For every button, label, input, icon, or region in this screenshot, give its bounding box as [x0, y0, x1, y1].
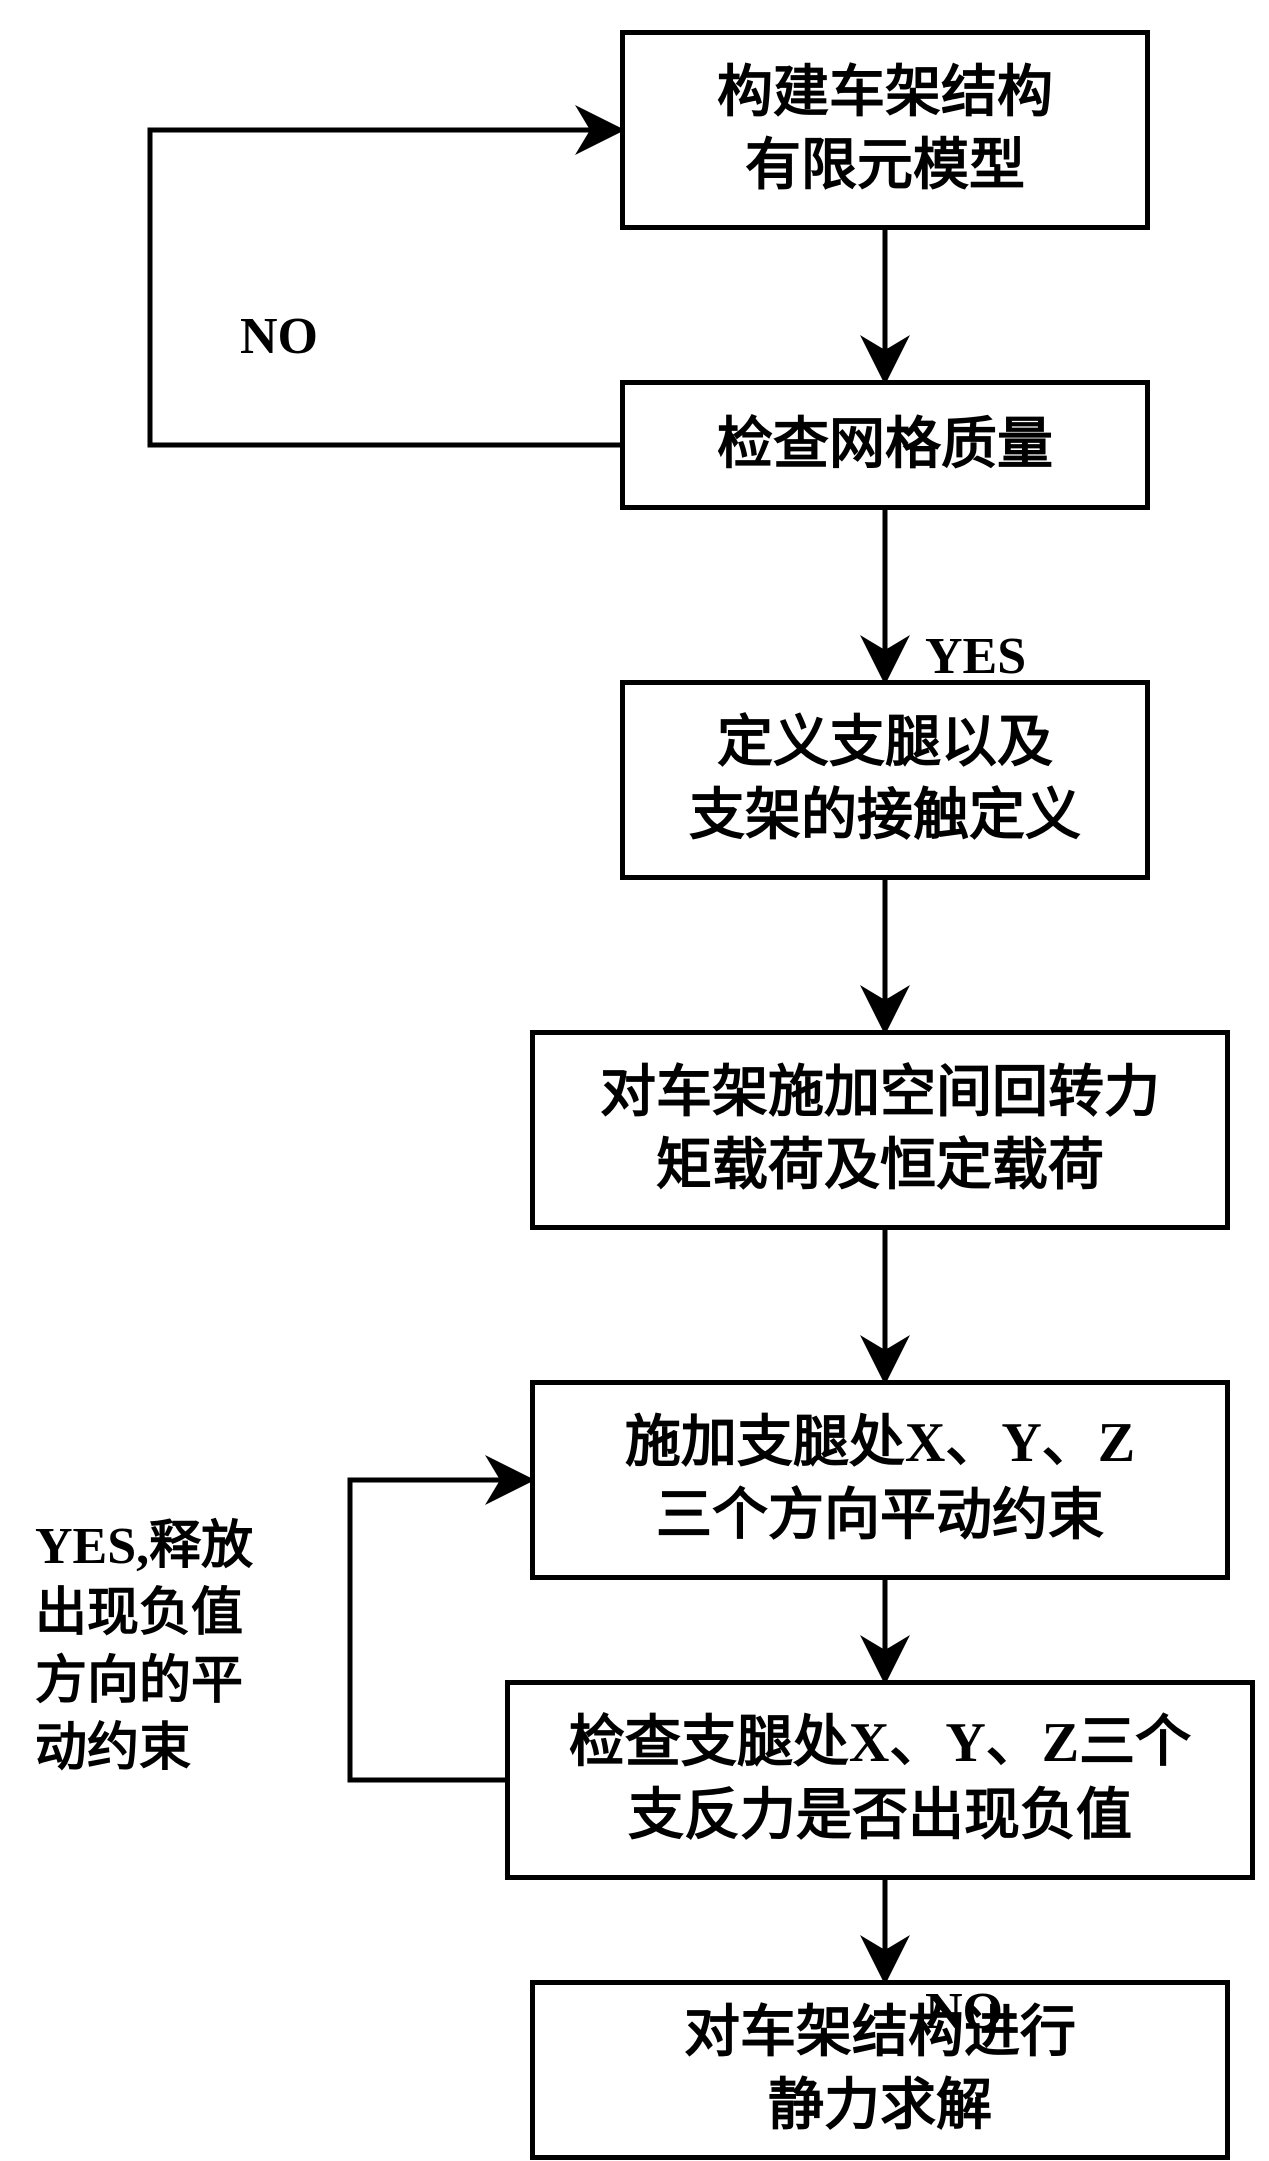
box-text: 定义支腿以及支架的接触定义: [689, 707, 1081, 853]
box-apply-load: 对车架施加空间回转力矩载荷及恒定载荷: [530, 1030, 1230, 1230]
box-text: 施加支腿处X、Y、Z三个方向平动约束: [625, 1407, 1135, 1553]
box-define-contact: 定义支腿以及支架的接触定义: [620, 680, 1150, 880]
box-check-reaction: 检查支腿处X、Y、Z三个支反力是否出现负值: [505, 1680, 1255, 1880]
label-text: YES: [925, 628, 1026, 685]
box-text: 检查网格质量: [717, 409, 1053, 482]
label-text: NO: [925, 1983, 1003, 2040]
box-apply-constraint: 施加支腿处X、Y、Z三个方向平动约束: [530, 1380, 1230, 1580]
label-text: NO: [240, 308, 318, 365]
label-yes-mid: YES: [925, 555, 1026, 690]
box-text: 构建车架结构有限元模型: [717, 57, 1053, 203]
box-check-mesh: 检查网格质量: [620, 380, 1150, 510]
arrow-no-loop: [150, 130, 620, 445]
box-text: 对车架施加空间回转力矩载荷及恒定载荷: [600, 1057, 1160, 1203]
box-text: 对车架结构进行静力求解: [684, 1997, 1076, 2143]
box-static-solve: 对车架结构进行静力求解: [530, 1980, 1230, 2160]
label-no-top: NO: [240, 235, 318, 370]
label-text: YES,释放出现负值方向的平动约束: [35, 1518, 253, 1778]
label-yes-loop: YES,释放出现负值方向的平动约束: [35, 1445, 253, 1783]
arrow-yes-loop: [350, 1480, 525, 1780]
label-no-bot: NO: [925, 1910, 1003, 2045]
box-build-model: 构建车架结构有限元模型: [620, 30, 1150, 230]
box-text: 检查支腿处X、Y、Z三个支反力是否出现负值: [569, 1707, 1191, 1853]
